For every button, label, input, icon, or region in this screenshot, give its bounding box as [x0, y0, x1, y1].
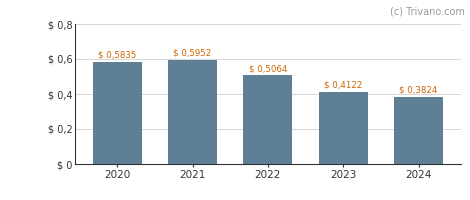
Bar: [394, 97, 443, 164]
Text: $ 0,5835: $ 0,5835: [98, 51, 136, 60]
Bar: [319, 92, 368, 164]
Text: (c) Trivano.com: (c) Trivano.com: [391, 6, 465, 16]
Bar: [243, 75, 292, 164]
Bar: [93, 62, 141, 164]
Text: $ 0,4122: $ 0,4122: [324, 81, 362, 90]
Text: $ 0,5064: $ 0,5064: [249, 64, 287, 73]
Text: $ 0,3824: $ 0,3824: [400, 86, 438, 95]
Text: $ 0,5952: $ 0,5952: [173, 49, 212, 58]
Bar: [168, 60, 217, 164]
